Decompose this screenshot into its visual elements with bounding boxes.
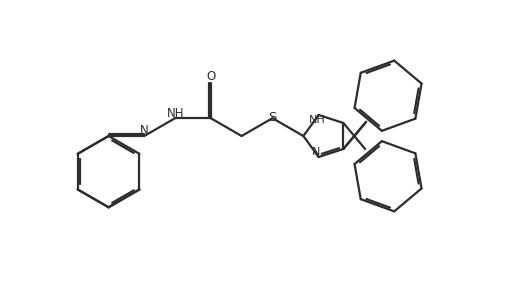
Text: NH: NH (309, 115, 326, 125)
Text: NH: NH (167, 106, 184, 119)
Text: O: O (206, 70, 215, 84)
Text: S: S (268, 111, 277, 124)
Text: N: N (140, 124, 149, 137)
Text: N: N (311, 147, 320, 157)
